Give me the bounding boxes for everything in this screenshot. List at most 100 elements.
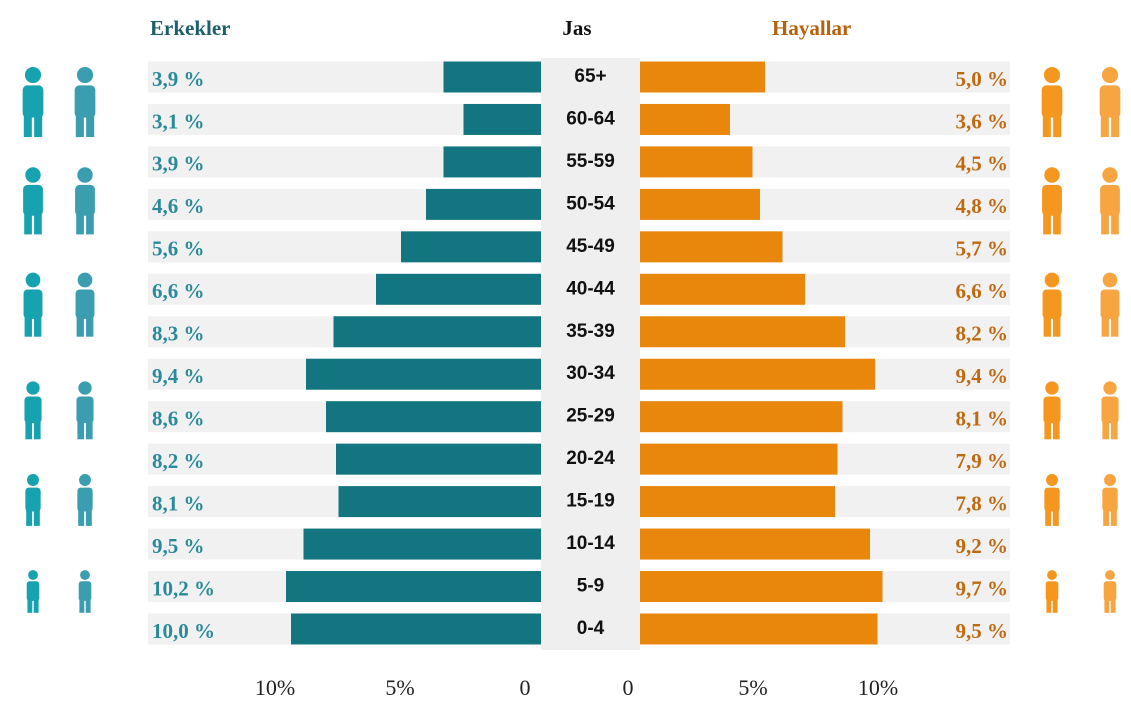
icon-head bbox=[1044, 272, 1060, 288]
category-label: 20-24 bbox=[566, 448, 615, 469]
category-label: 55-59 bbox=[566, 151, 615, 172]
icon-body bbox=[1101, 396, 1119, 424]
icon-leg bbox=[1111, 114, 1120, 138]
icon-body bbox=[1099, 85, 1121, 118]
icon-body bbox=[1103, 581, 1117, 601]
icon-head bbox=[1045, 381, 1059, 395]
value-label: 6,6 % bbox=[956, 279, 1009, 303]
icon-head bbox=[78, 381, 92, 395]
icon-head bbox=[28, 570, 38, 580]
icon-leg bbox=[1100, 114, 1109, 138]
bar bbox=[443, 61, 541, 93]
value-label: 3,1 % bbox=[152, 109, 205, 133]
icon-leg bbox=[33, 508, 40, 526]
icon-leg bbox=[1053, 315, 1061, 337]
icon-body bbox=[22, 85, 44, 118]
category-label: 45-49 bbox=[566, 236, 615, 257]
icon-leg bbox=[1045, 508, 1052, 526]
value-label: 7,9 % bbox=[956, 449, 1009, 473]
icon-body bbox=[23, 184, 43, 216]
value-label: 9,5 % bbox=[956, 619, 1009, 643]
category-label: 5-9 bbox=[577, 576, 604, 597]
icon-head bbox=[1103, 381, 1117, 395]
icon-body bbox=[75, 184, 95, 216]
icon-leg bbox=[1111, 212, 1119, 235]
category-label: 0-4 bbox=[577, 618, 605, 639]
bar bbox=[640, 358, 875, 390]
bar bbox=[640, 146, 753, 178]
bar bbox=[640, 231, 783, 263]
icon-leg bbox=[1046, 598, 1052, 613]
icon-head bbox=[24, 66, 42, 84]
value-label: 5,7 % bbox=[956, 237, 1009, 261]
bar bbox=[443, 146, 541, 178]
icon-leg bbox=[85, 598, 91, 613]
bar bbox=[640, 571, 883, 603]
bar bbox=[463, 103, 541, 135]
value-label: 4,8 % bbox=[956, 194, 1009, 218]
bar bbox=[640, 401, 843, 433]
x-tick-label: 10% bbox=[255, 675, 295, 700]
icon-head bbox=[1101, 66, 1119, 84]
value-label: 8,6 % bbox=[152, 406, 205, 430]
icon-leg bbox=[85, 508, 92, 526]
icon-leg bbox=[1043, 212, 1051, 235]
x-tick-label: 5% bbox=[385, 675, 414, 700]
value-label: 4,5 % bbox=[956, 152, 1009, 176]
icon-leg bbox=[23, 114, 32, 138]
bar bbox=[291, 613, 541, 645]
value-label: 10,0 % bbox=[152, 619, 215, 643]
icon-leg bbox=[79, 598, 85, 613]
icon-leg bbox=[1110, 420, 1118, 440]
icon-body bbox=[75, 289, 95, 319]
icon-head bbox=[1102, 167, 1118, 183]
icon-leg bbox=[76, 315, 84, 337]
icon-leg bbox=[1104, 598, 1110, 613]
icon-leg bbox=[1044, 420, 1052, 440]
category-label: 10-14 bbox=[566, 533, 615, 554]
bar bbox=[640, 273, 805, 305]
value-label: 5,0 % bbox=[956, 67, 1009, 91]
icon-head bbox=[25, 167, 41, 183]
icon-leg bbox=[1101, 212, 1109, 235]
icon-head bbox=[76, 66, 94, 84]
icon-head bbox=[25, 272, 41, 288]
icon-leg bbox=[1052, 508, 1059, 526]
icon-leg bbox=[77, 420, 85, 440]
value-label: 8,2 % bbox=[152, 449, 205, 473]
bar bbox=[640, 613, 878, 645]
icon-head bbox=[1046, 474, 1058, 486]
value-label: 9,4 % bbox=[956, 364, 1009, 388]
bar bbox=[640, 528, 870, 560]
icon-body bbox=[1042, 184, 1062, 216]
center-column bbox=[541, 58, 640, 650]
bar bbox=[401, 231, 541, 263]
category-label: 40-44 bbox=[566, 278, 615, 299]
icon-body bbox=[77, 487, 93, 512]
icon-leg bbox=[1042, 114, 1051, 138]
icon-leg bbox=[75, 114, 84, 138]
icon-head bbox=[1047, 570, 1057, 580]
icon-leg bbox=[1103, 508, 1110, 526]
icon-head bbox=[1044, 167, 1060, 183]
icon-leg bbox=[1052, 420, 1060, 440]
icon-body bbox=[26, 581, 40, 601]
x-tick-label: 5% bbox=[738, 675, 767, 700]
x-tick-label: 0 bbox=[520, 675, 531, 700]
category-label: 65+ bbox=[574, 66, 606, 87]
icon-body bbox=[1041, 85, 1063, 118]
icon-leg bbox=[1101, 315, 1109, 337]
icon-head bbox=[77, 272, 93, 288]
icon-leg bbox=[33, 598, 39, 613]
value-label: 8,1 % bbox=[956, 406, 1009, 430]
bar bbox=[640, 316, 845, 348]
icon-head bbox=[80, 570, 90, 580]
icon-leg bbox=[1053, 114, 1062, 138]
icon-leg bbox=[86, 114, 95, 138]
icon-leg bbox=[86, 212, 94, 235]
category-label: 15-19 bbox=[566, 491, 615, 512]
x-tick-label: 0 bbox=[623, 675, 634, 700]
icon-leg bbox=[25, 420, 33, 440]
value-label: 8,3 % bbox=[152, 322, 205, 346]
